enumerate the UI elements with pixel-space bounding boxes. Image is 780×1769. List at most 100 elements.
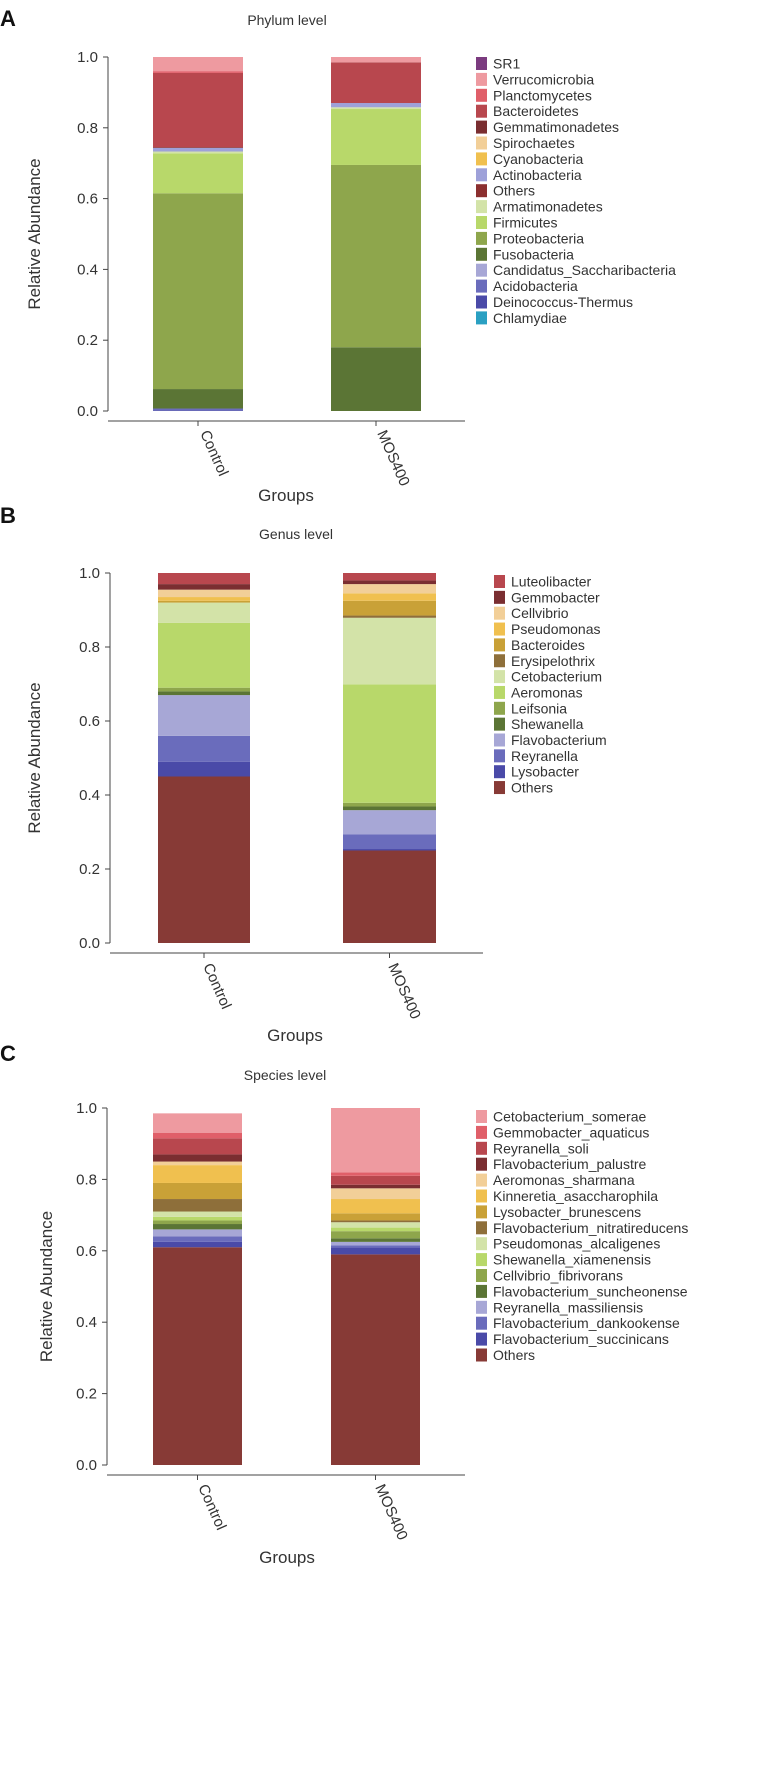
legend-swatch [476,120,487,134]
legend-label: Armatimonadetes [493,199,603,215]
legend-label: Flavobacterium_suncheonense [493,1283,688,1299]
legend-swatch [476,136,487,150]
bar-segment-verrucomicrobia-control [153,57,243,72]
bar-segment-actinobacteria-mos400 [331,103,421,108]
y-tick-label: 0.0 [76,1457,97,1474]
y-tick-label: 0.8 [76,1171,97,1188]
y-tick-label: 0.0 [79,935,100,952]
bar-segment-verrucomicrobia-mos400 [331,57,421,63]
legend-label: Actinobacteria [493,167,582,183]
x-tick-label-mos400: MOS400 [371,1482,411,1543]
bar-segment-aeromonas-sharmana-control [153,1161,242,1166]
legend-swatch [476,1157,487,1171]
legend: LuteolibacterGemmobacterCellvibrioPseudo… [494,574,607,796]
bar-segment-actinobacteria-control [153,147,243,152]
bar-segment-cellvibrio-fibrivorans-mos400 [331,1231,420,1239]
legend-label: Reyranella [511,748,578,764]
legend-label: Acidobacteria [493,278,578,294]
y-tick-label: 0.6 [79,713,100,730]
panel-letter: C [0,1041,16,1066]
y-tick-label: 0.2 [79,861,100,878]
bar-segment-acidobacteria-control [153,408,243,411]
bar-segment-leifsonia-mos400 [343,802,436,807]
bar-segment-flavobacterium-palustre-mos400 [331,1184,420,1189]
bar-segment-pseudomonas-control [158,597,250,601]
legend-swatch [476,152,487,166]
legend-label: Planctomycetes [493,87,592,103]
bar-segment-bacteroides-mos400 [343,600,436,616]
x-tick-label-control: Control [194,1482,229,1533]
legend-swatch [494,749,505,763]
bar-segment-armatimonadetes-control [153,151,243,154]
bar-segment-planctomycetes-control [153,71,243,73]
legend-label: Aeromonas [511,684,583,700]
legend-swatch [476,279,487,293]
legend-label: Erysipelothrix [511,653,595,669]
legend-label: Flavobacterium [511,732,607,748]
y-tick-label: 0.2 [77,332,98,349]
bar-segment-pseudomonas-alcaligenes-control [153,1211,242,1217]
bar-segment-flavobacterium-succinicans-control [153,1241,242,1248]
legend-swatch [494,781,505,795]
chart-panel-c: C Species level 0.0 0.2 0.4 0.6 0.8 1.0 Relative… [0,1041,688,1567]
legend-swatch [476,1237,487,1251]
x-tick-label-mos400: MOS400 [384,961,424,1022]
bar-segment-kinneretia-asaccharophila-mos400 [331,1199,420,1214]
legend-label: Candidatus_Saccharibacteria [493,262,676,278]
bar-segment-gemmobacter-aquaticus-mos400 [331,1172,420,1176]
legend-label: Lysobacter [511,764,579,780]
bar-segment-lysobacter-mos400 [343,849,436,851]
legend-label: Cetobacterium [511,669,602,685]
legend-label: Gemmatimonadetes [493,119,619,135]
legend-label: Spirochaetes [493,135,575,151]
bar-segment-lysobacter-brunescens-mos400 [331,1213,420,1221]
bar-segment-erysipelothrix-mos400 [343,615,436,618]
legend-label: Flavobacterium_dankookense [493,1315,680,1331]
legend-label: Fusobacteria [493,246,574,262]
legend-swatch [476,57,487,70]
legend-label: Flavobacterium_nitratireducens [493,1220,688,1236]
bar-segment-aeromonas-mos400 [343,684,436,803]
bar-segment-shewanella-control [158,691,250,696]
x-axis-label: Groups [258,486,314,505]
legend-label: Cellvibrio_fibrivorans [493,1268,623,1284]
bar-segment-fusobacteria-mos400 [331,347,421,411]
legend-label: Lysobacter_brunescens [493,1204,641,1220]
legend-label: Bacteroides [511,637,585,653]
legend-swatch [476,1332,487,1346]
legend-swatch [494,638,505,652]
panel-letter: B [0,503,16,528]
bar-segment-fusobacteria-control [153,389,243,409]
bar-segment-reyranella-control [158,735,250,762]
legend-label: Bacteroidetes [493,103,579,119]
bar-segment-bacteroides-control [158,600,250,603]
chart-panel-b: B Genus level 0.0 0.2 0.4 0.6 0.8 1.0 Relative A… [0,503,607,1045]
legend-label: Chlamydiae [493,310,567,326]
y-tick-label: 0.0 [77,403,98,420]
x-tick-label-mos400: MOS400 [373,428,413,489]
legend-label: Pseudomonas [511,621,601,637]
legend-label: SR1 [493,56,520,72]
bar-segment-cellvibrio-control [158,589,250,598]
legend-swatch [476,1173,487,1187]
bar-segment-flavobacterium-nitratireducens-control [153,1199,242,1212]
bar-segment-luteolibacter-control [158,573,250,585]
bar-segment-reyranella-soli-mos400 [331,1175,420,1185]
bar-segment-gemmobacter-mos400 [343,580,436,585]
bar-segment-cetobacterium-control [158,602,250,623]
y-tick-label: 1.0 [76,1100,97,1117]
legend-label: Aeromonas_sharmana [493,1172,635,1188]
bar-segment-reyranella-massiliensis-mos400 [331,1241,420,1246]
bar-segment-gemmobacter-control [158,584,250,590]
bar-segment-flavobacterium-dankookense-mos400 [331,1245,420,1248]
bar-segment-cellvibrio-fibrivorans-control [153,1220,242,1225]
bar-segment-shewanella-xiamenensis-mos400 [331,1227,420,1232]
legend-swatch [476,184,487,198]
legend-label: Kinneretia_asaccharophila [493,1188,658,1204]
legend-label: Cyanobacteria [493,151,583,167]
bar-segment-shewanella-mos400 [343,806,436,811]
bar-segment-others-mos400 [343,850,436,943]
bar-segment-luteolibacter-mos400 [343,573,436,581]
bar-segment-flavobacterium-palustre-control [153,1154,242,1162]
